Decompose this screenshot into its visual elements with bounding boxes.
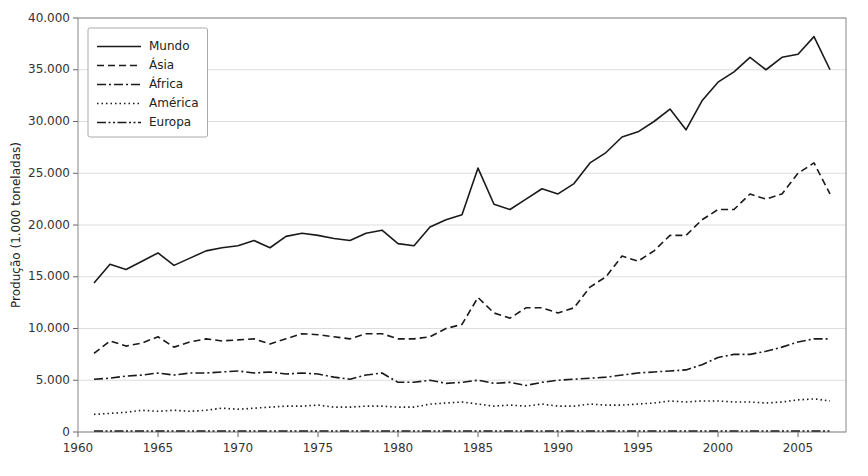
legend-swatch bbox=[97, 65, 141, 67]
y-tick bbox=[73, 380, 78, 381]
y-tick bbox=[73, 432, 78, 433]
y-tick bbox=[73, 173, 78, 174]
x-tick bbox=[478, 432, 479, 437]
x-tick bbox=[238, 432, 239, 437]
y-tick-label: 15.000 bbox=[28, 269, 70, 283]
x-tick-label: 1960 bbox=[63, 441, 94, 455]
x-tick bbox=[398, 432, 399, 437]
y-tick bbox=[73, 328, 78, 329]
y-tick bbox=[73, 18, 78, 19]
x-tick-label: 1965 bbox=[143, 441, 174, 455]
y-tick-label: 0 bbox=[62, 425, 70, 439]
series-line bbox=[94, 163, 830, 353]
x-tick bbox=[158, 432, 159, 437]
y-tick bbox=[73, 276, 78, 277]
legend-label: Europa bbox=[149, 115, 191, 129]
axes: 0 5.000 10.000 15.000 20.000 25.000 30.000 35.0… bbox=[28, 11, 846, 456]
series-line bbox=[94, 339, 830, 386]
chart: 0 5.000 10.000 15.000 20.000 25.000 30.000 35.0… bbox=[0, 0, 868, 476]
legend-label: África bbox=[149, 76, 183, 91]
x-tick bbox=[718, 432, 719, 437]
legend-swatch bbox=[97, 122, 141, 124]
x-tick-label: 1975 bbox=[303, 441, 334, 455]
y-axis-label: Produção (1.000 toneladas) bbox=[9, 142, 23, 308]
x-tick-label: 1970 bbox=[223, 441, 254, 455]
y-tick bbox=[73, 69, 78, 70]
y-tick-label: 5.000 bbox=[36, 373, 70, 387]
legend-swatch bbox=[97, 103, 141, 105]
legend-box bbox=[88, 28, 208, 137]
y-tick bbox=[73, 225, 78, 226]
grid-line bbox=[78, 380, 846, 381]
y-tick-label: 35.000 bbox=[28, 62, 70, 76]
x-tick-label: 1985 bbox=[463, 441, 494, 455]
series-line bbox=[94, 430, 830, 432]
y-tick-label: 30.000 bbox=[28, 114, 70, 128]
x-tick-label: 1980 bbox=[383, 441, 414, 455]
legend-label: Ásia bbox=[149, 57, 174, 72]
y-tick-label: 10.000 bbox=[28, 321, 70, 335]
y-tick-label: 40.000 bbox=[28, 11, 70, 25]
grid-line bbox=[78, 225, 846, 226]
series-line bbox=[94, 399, 830, 415]
grid-line bbox=[78, 276, 846, 277]
legend: Mundo Ásia África América Europa bbox=[88, 28, 208, 137]
x-tick bbox=[318, 432, 319, 437]
grid-line bbox=[78, 328, 846, 329]
plot-frame bbox=[78, 18, 846, 432]
y-tick-label: 25.000 bbox=[28, 166, 70, 180]
x-tick bbox=[78, 432, 79, 437]
y-grid bbox=[78, 18, 846, 432]
x-tick bbox=[798, 432, 799, 437]
x-tick bbox=[558, 432, 559, 437]
x-tick bbox=[638, 432, 639, 437]
x-tick-label: 1995 bbox=[623, 441, 654, 455]
legend-swatch bbox=[97, 84, 141, 86]
y-tick-label: 20.000 bbox=[28, 218, 70, 232]
legend-swatch bbox=[97, 46, 141, 48]
legend-label: Mundo bbox=[149, 39, 190, 53]
grid-line bbox=[78, 173, 846, 174]
legend-label: América bbox=[149, 96, 199, 110]
x-tick-label: 1990 bbox=[543, 441, 574, 455]
x-tick-label: 2005 bbox=[783, 441, 814, 455]
y-tick bbox=[73, 121, 78, 122]
x-tick-label: 2000 bbox=[703, 441, 734, 455]
